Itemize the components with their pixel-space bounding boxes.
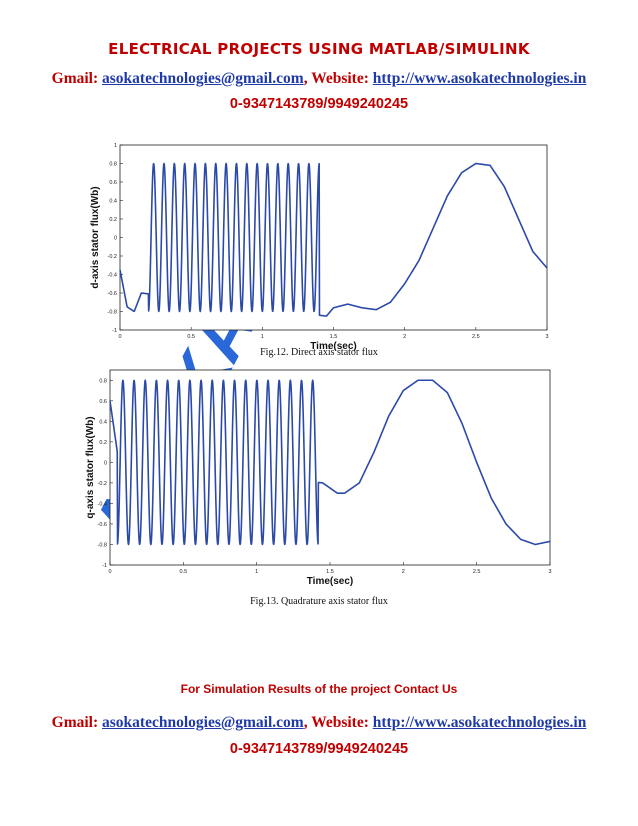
x-tick-label: 1 [261, 334, 264, 340]
figure-12-caption: Fig.12. Direct axis stator flux [260, 347, 378, 358]
y-tick-label: -0.2 [108, 254, 117, 260]
y-tick-label: 0 [104, 460, 107, 466]
x-tick-label: 2 [403, 334, 406, 340]
y-tick-label: -0.8 [108, 310, 117, 316]
y-tick-label: -0.6 [98, 522, 107, 528]
y-axis-label: d-axis stator flux(Wb) [90, 186, 101, 288]
y-tick-label: 0.2 [109, 217, 117, 223]
x-tick-label: 0 [118, 334, 121, 340]
y-tick-label: 0.4 [99, 419, 107, 425]
y-tick-label: 0.6 [99, 399, 107, 405]
y-tick-label: 0.8 [99, 378, 107, 384]
d-axis-flux-chart: -1 -0.8 -0.6 -0.4 -0.2 0 0.2 0.4 0.6 0.8 1 0 0.5 1 1.5… [90, 143, 549, 352]
y-tick-label: -0.6 [108, 291, 117, 297]
email-link[interactable]: asokatechnologies@gmail.com [102, 714, 304, 731]
x-axis-label: Time(sec) [307, 576, 354, 587]
footer-contact-line: Gmail: asokatechnologies@gmail.com, Webs… [0, 714, 638, 732]
y-tick-label: -0.2 [98, 481, 107, 487]
flux-series-line [119, 162, 548, 317]
x-tick-label: 0 [108, 569, 111, 575]
y-tick-label: 0.2 [99, 440, 107, 446]
x-tick-label: 2.5 [472, 334, 480, 340]
gmail-label: Gmail: [51, 714, 103, 731]
x-tick-label: 1.5 [326, 569, 334, 575]
q-axis-flux-chart: -1 -0.8 -0.6 -0.4 -0.2 0 0.2 0.4 0.6 0.8 0 0.5 1 1.5 2… [85, 369, 552, 587]
y-tick-label: 0 [114, 236, 117, 242]
x-tick-label: 1 [255, 569, 258, 575]
y-tick-label: -1 [102, 563, 107, 569]
y-axis-label: q-axis stator flux(Wb) [85, 416, 96, 518]
contact-us-text: For Simulation Results of the project Co… [180, 682, 458, 696]
header-phone: 0-9347143789/9949240245 [229, 96, 409, 112]
y-tick-label: -1 [112, 328, 117, 334]
y-tick-label: -0.8 [98, 542, 107, 548]
y-tick-label: 0.6 [109, 180, 117, 186]
website-link[interactable]: http://www.asokatechnologies.in [372, 714, 587, 731]
y-tick-label: -0.4 [108, 273, 117, 279]
x-tick-label: 3 [545, 334, 548, 340]
website-link[interactable]: http://www.asokatechnologies.in [372, 70, 587, 87]
x-tick-label: 1.5 [330, 334, 338, 340]
header-contact-line: Gmail: asokatechnologies@gmail.com, Webs… [0, 70, 638, 88]
y-tick-label: -0.4 [98, 501, 107, 507]
x-axis-label: Time(sec) [310, 341, 357, 352]
x-tick-label: 2 [402, 569, 405, 575]
website-label: , Website: [303, 714, 373, 731]
flux-series-line [109, 379, 551, 546]
x-tick-label: 0.5 [180, 569, 188, 575]
figure-13-caption: Fig.13. Quadrature axis stator flux [250, 596, 388, 607]
y-tick-label: 0.8 [109, 162, 117, 168]
y-tick-label: 0.4 [109, 199, 117, 205]
email-link[interactable]: asokatechnologies@gmail.com [102, 70, 304, 87]
header-title: Electrical Projects Using MATLAB/SIMULIN… [108, 40, 530, 58]
y-tick-label: 1 [114, 143, 117, 149]
website-label: , Website: [303, 70, 373, 87]
footer-phone: 0-9347143789/9949240245 [229, 741, 409, 757]
x-tick-label: 2.5 [473, 569, 481, 575]
gmail-label: Gmail: [51, 70, 103, 87]
x-tick-label: 0.5 [187, 334, 195, 340]
x-tick-label: 3 [548, 569, 551, 575]
